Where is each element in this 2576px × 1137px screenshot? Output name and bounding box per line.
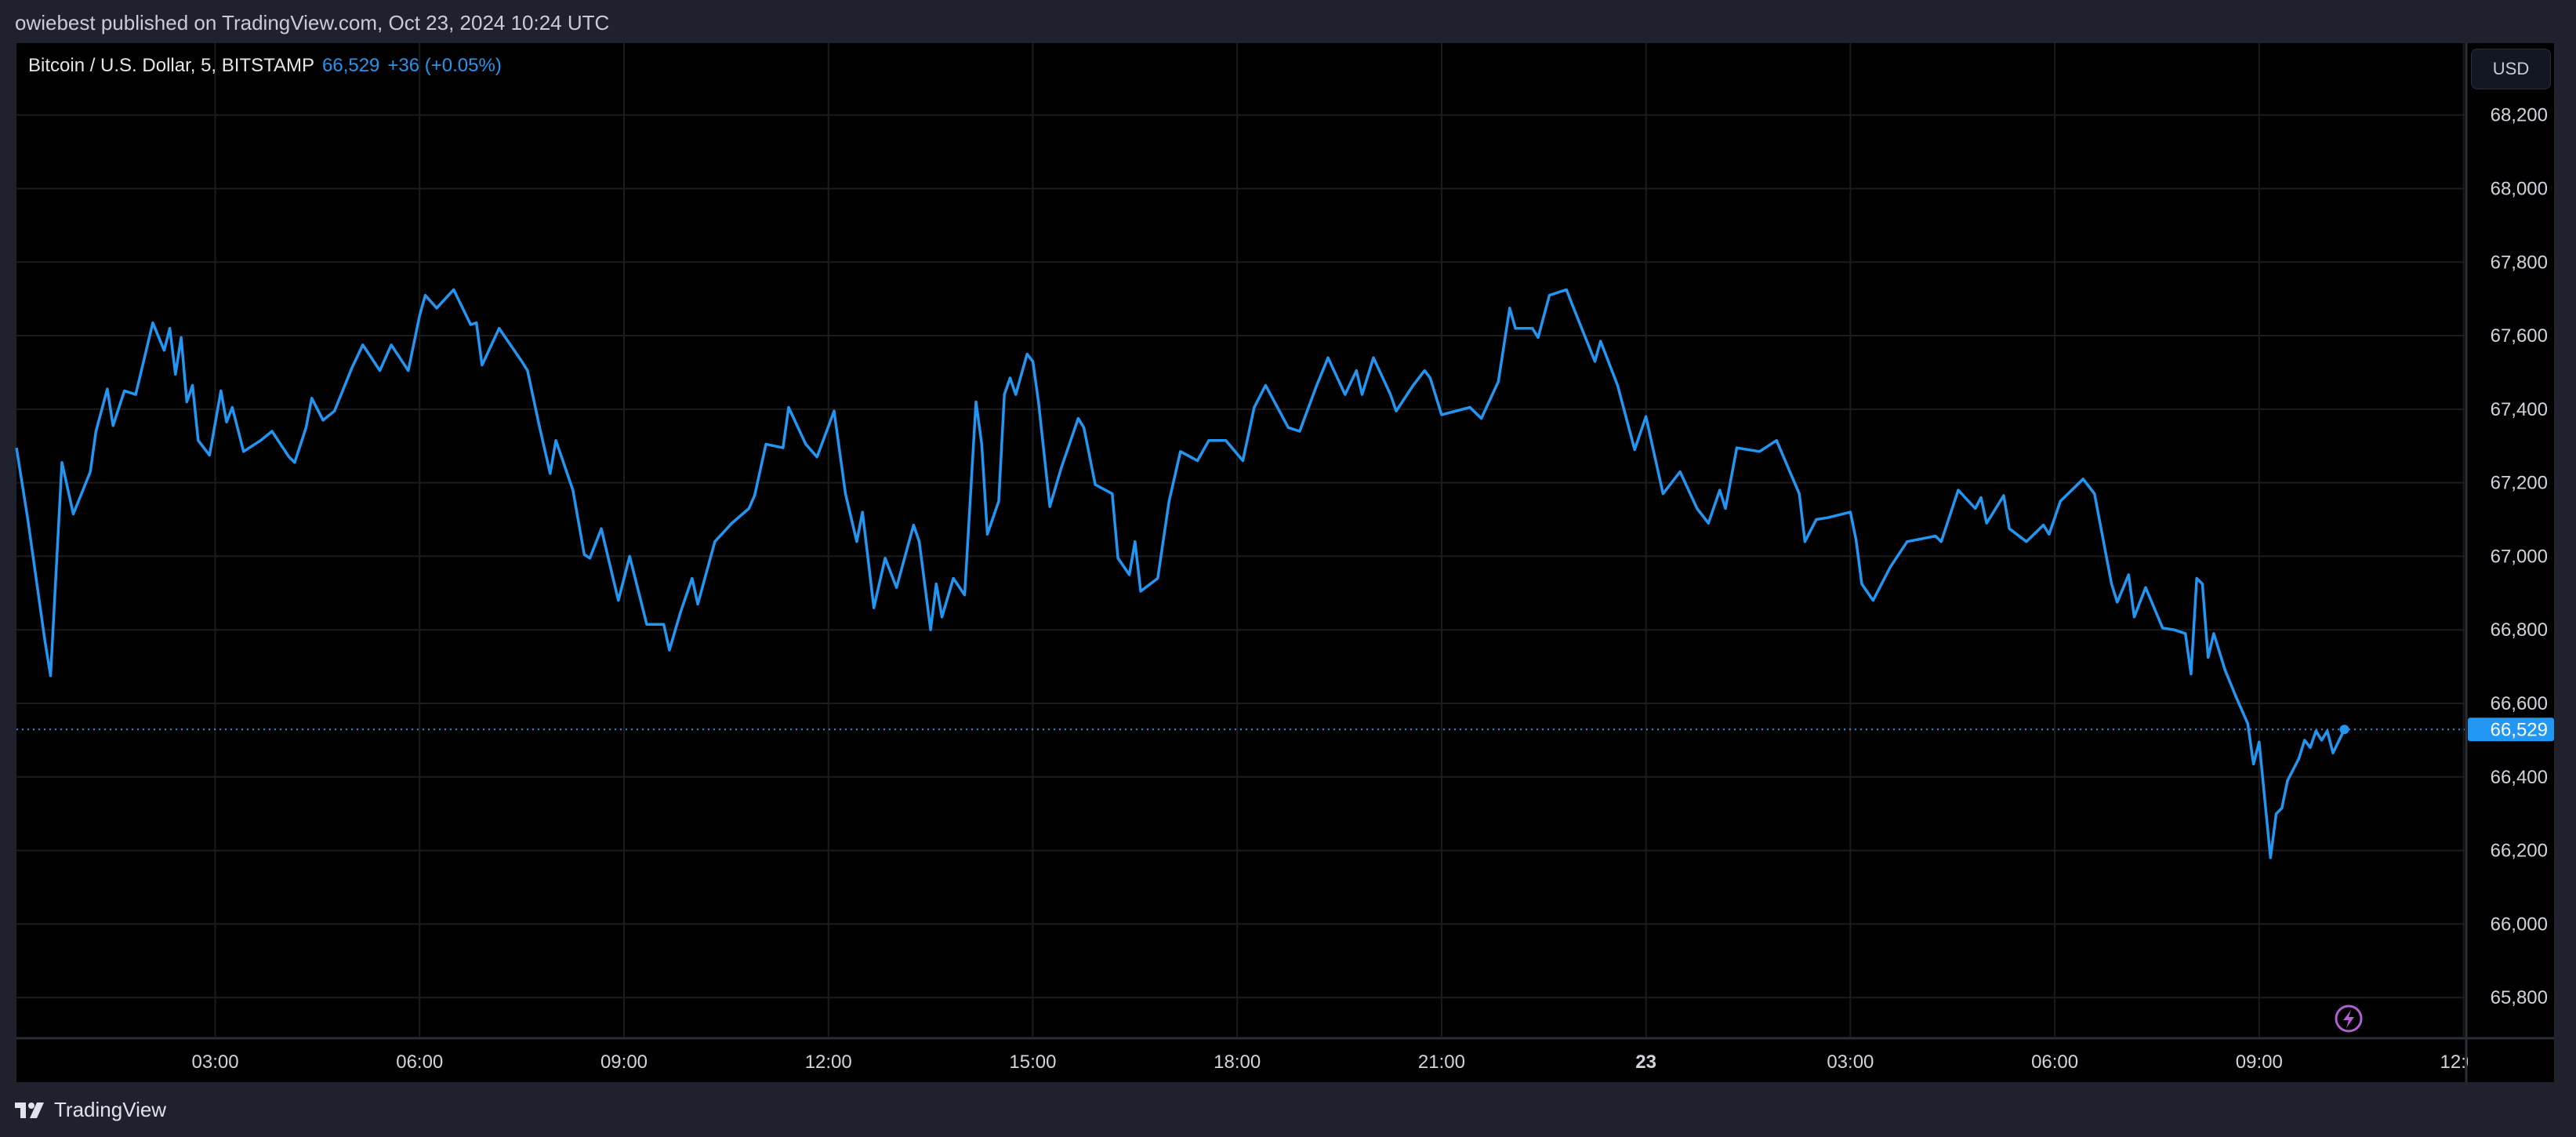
time-tick-label: 06:00 xyxy=(2031,1052,2078,1073)
price-line xyxy=(15,288,2346,859)
axis-corner xyxy=(2468,1041,2554,1082)
price-tick-label: 66,000 xyxy=(2491,914,2548,935)
tradingview-logo-icon xyxy=(15,1102,44,1118)
last-price-value: 66,529 xyxy=(322,55,380,76)
time-tick-label: 18:00 xyxy=(1214,1052,1261,1073)
time-tick-label: 03:00 xyxy=(1827,1052,1874,1073)
symbol-title: Bitcoin / U.S. Dollar, 5, BITSTAMP xyxy=(28,55,314,76)
chart-panel[interactable] xyxy=(16,43,2554,1082)
price-tick-label: 66,600 xyxy=(2491,693,2548,714)
price-tick-label: 68,000 xyxy=(2491,178,2548,199)
last-price-badge xyxy=(2468,717,2554,742)
series xyxy=(15,288,2465,859)
price-tick-label: 67,400 xyxy=(2491,399,2548,420)
time-tick-label: 03:00 xyxy=(192,1052,239,1073)
time-tick-label: 09:00 xyxy=(2236,1052,2283,1073)
time-tick-label: 12:00 xyxy=(805,1052,852,1073)
tradingview-logo[interactable]: TradingView xyxy=(15,1098,166,1122)
time-tick-label: 15:00 xyxy=(1009,1052,1056,1073)
lightning-bolt-icon[interactable] xyxy=(2335,1004,2363,1033)
price-tick-label: 67,200 xyxy=(2491,473,2548,494)
symbol-legend: Bitcoin / U.S. Dollar, 5, BITSTAMP 66,529… xyxy=(28,55,502,77)
time-tick-label: 09:00 xyxy=(600,1052,648,1073)
price-axis[interactable]: 68,200 68,000 67,800 67,600 67,400 67,200 67,0… xyxy=(2468,105,2554,1008)
price-tick-label: 67,000 xyxy=(2491,546,2548,567)
publisher-caption: owiebest published on TradingView.com, O… xyxy=(15,11,610,35)
currency-button[interactable]: USD xyxy=(2471,49,2551,89)
price-tick-label: 66,800 xyxy=(2491,619,2548,641)
price-tick-label: 67,800 xyxy=(2491,252,2548,273)
brand-name: TradingView xyxy=(54,1098,167,1121)
time-tick-label: 23 xyxy=(1635,1052,1656,1073)
price-tick-label: 66,200 xyxy=(2491,841,2548,862)
price-tick-label: 68,200 xyxy=(2491,105,2548,126)
last-price-badge-label: 66,529 xyxy=(2491,719,2548,740)
price-change: +36 (+0.05%) xyxy=(387,55,502,76)
time-tick-label: 21:00 xyxy=(1418,1052,1465,1073)
price-tick-label: 67,600 xyxy=(2491,325,2548,347)
price-tick-label: 66,400 xyxy=(2491,767,2548,788)
last-point-marker xyxy=(2339,725,2349,735)
price-tick-label: 65,800 xyxy=(2491,987,2548,1008)
time-tick-label: 06:00 xyxy=(396,1052,443,1073)
time-axis[interactable]: 03:00 06:00 09:00 12:00 15:00 18:00 21:00 23 03:… xyxy=(192,1041,2554,1082)
grid xyxy=(16,43,2554,1082)
